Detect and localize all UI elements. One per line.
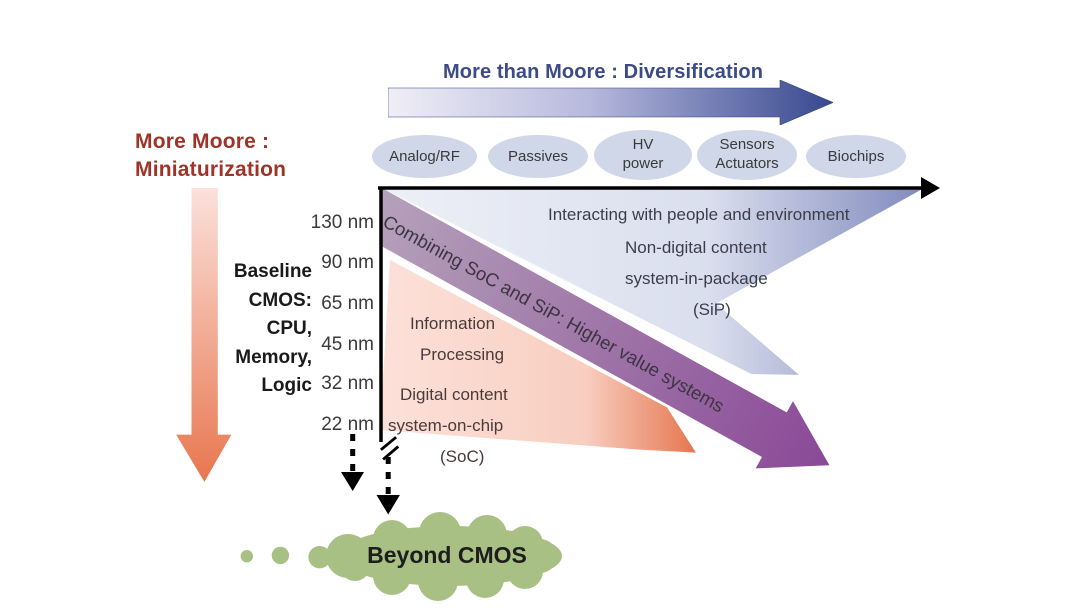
svg-text:45 nm: 45 nm <box>321 334 374 355</box>
svg-text:Interacting with people and en: Interacting with people and environment <box>548 205 850 224</box>
svg-text:(SiP): (SiP) <box>693 300 731 319</box>
svg-text:Beyond CMOS: Beyond CMOS <box>367 542 527 568</box>
svg-text:Non-digital content: Non-digital content <box>625 238 767 257</box>
svg-text:130 nm: 130 nm <box>311 212 374 233</box>
svg-text:system-on-chip: system-on-chip <box>388 416 503 435</box>
svg-text:90 nm: 90 nm <box>321 252 374 273</box>
svg-text:Information: Information <box>410 314 495 333</box>
svg-text:system-in-package: system-in-package <box>625 269 768 288</box>
svg-text:65 nm: 65 nm <box>321 293 374 314</box>
svg-text:(SoC): (SoC) <box>440 447 484 466</box>
svg-text:32 nm: 32 nm <box>321 373 374 394</box>
svg-text:Processing: Processing <box>420 345 504 364</box>
svg-text:Digital content: Digital content <box>400 385 508 404</box>
svg-text:22 nm: 22 nm <box>321 414 374 435</box>
